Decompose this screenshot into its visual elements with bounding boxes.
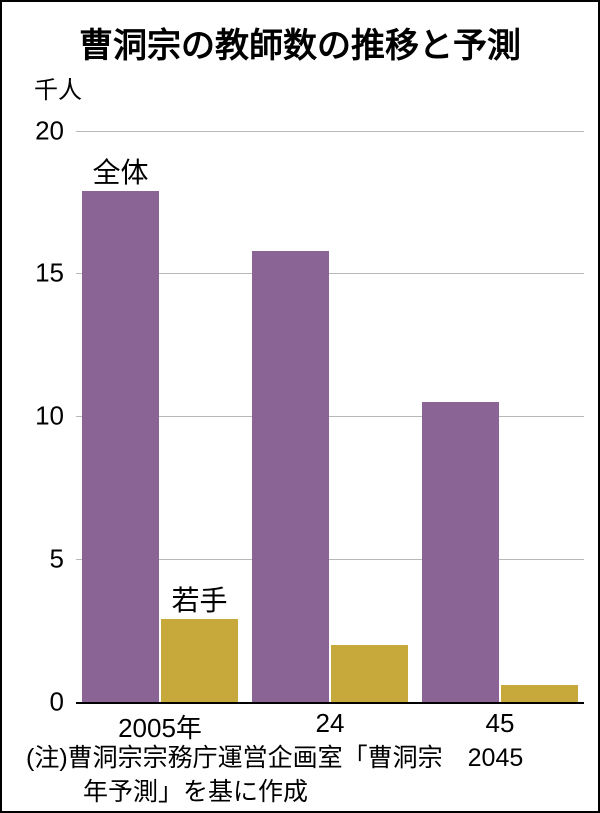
source-note: (注)曹洞宗宗務庁運営企画室「曹洞宗 2045 年予測」を基に作成	[26, 742, 523, 810]
series-label-all: 全体	[92, 151, 148, 191]
y-tick-label: 10	[4, 401, 64, 432]
x-tick-label: 45	[486, 708, 515, 739]
chart-frame: 曹洞宗の教師数の推移と予測 千人 全体若手 2005年 24 45 (注)曹洞宗宗務…	[0, 0, 600, 813]
bar-young	[501, 685, 578, 702]
chart-title: 曹洞宗の教師数の推移と予測	[2, 18, 598, 67]
bar-young	[161, 619, 238, 702]
bar-all	[422, 402, 499, 702]
y-tick-label: 20	[4, 115, 64, 146]
y-tick-label: 0	[4, 687, 64, 718]
baseline	[76, 702, 584, 704]
plot-area: 全体若手	[76, 102, 584, 702]
y-tick-label: 5	[4, 544, 64, 575]
bar-all	[82, 191, 159, 702]
note-line: (注)曹洞宗宗務庁運営企画室「曹洞宗 2045	[26, 742, 523, 776]
note-line: 年予測」を基に作成	[26, 776, 523, 810]
bar-all	[252, 251, 329, 702]
y-tick-label: 15	[4, 258, 64, 289]
x-tick-label: 2005年	[118, 708, 202, 745]
x-tick-label: 24	[316, 708, 345, 739]
series-label-young: 若手	[171, 579, 227, 619]
gridline	[76, 131, 584, 132]
y-axis-unit-label: 千人	[34, 70, 82, 105]
bar-young	[331, 645, 408, 702]
